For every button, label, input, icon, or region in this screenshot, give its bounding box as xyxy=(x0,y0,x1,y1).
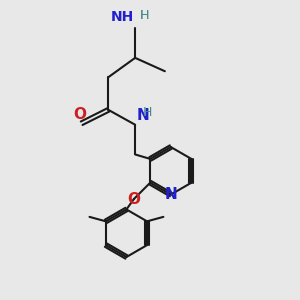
Text: O: O xyxy=(74,107,87,122)
Text: H: H xyxy=(143,106,152,119)
Text: N: N xyxy=(136,108,149,123)
Text: O: O xyxy=(128,191,140,206)
Text: NH: NH xyxy=(110,10,134,24)
Text: H: H xyxy=(140,9,149,22)
Text: N: N xyxy=(164,187,177,202)
Text: H: H xyxy=(140,9,149,22)
